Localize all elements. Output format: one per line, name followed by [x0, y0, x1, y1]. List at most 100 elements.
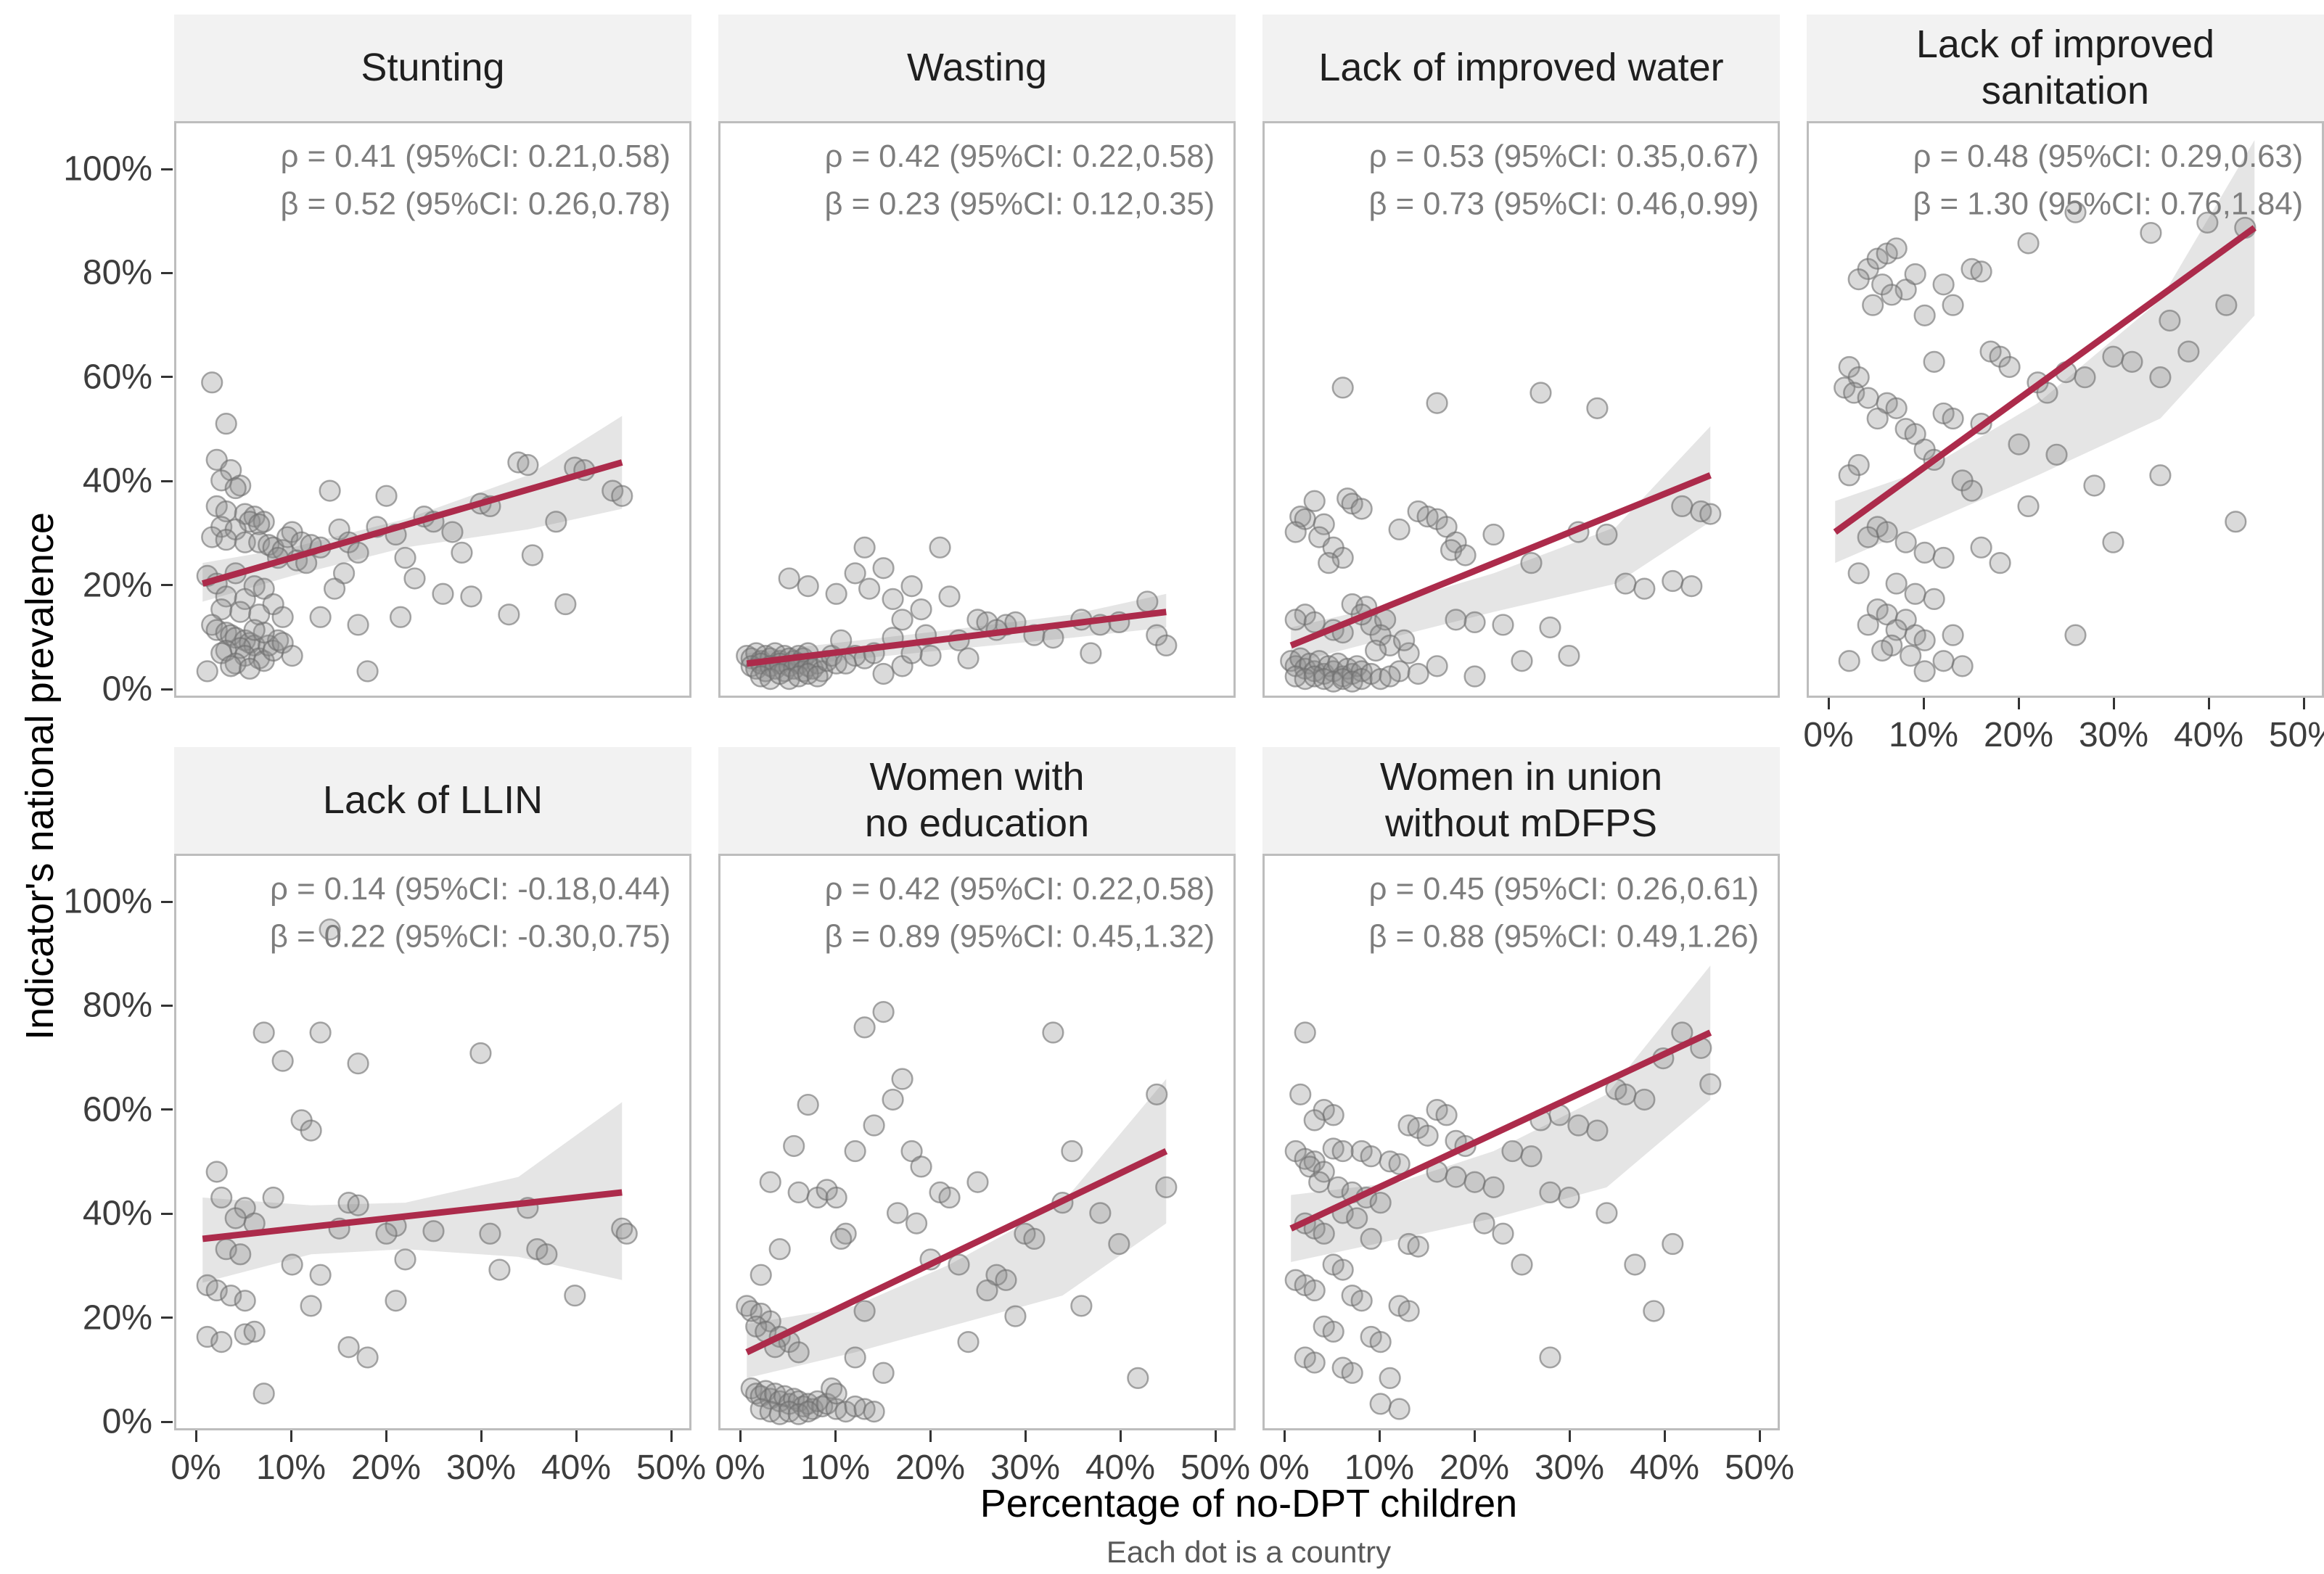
x-tick-label: 40%	[541, 1449, 612, 1487]
data-point	[196, 1325, 218, 1348]
data-point	[787, 1341, 810, 1364]
data-point	[872, 1361, 895, 1384]
x-tick-mark	[1214, 1430, 1217, 1442]
rho-annotation: ρ = 0.45 (95%CI: 0.26,0.61)	[1369, 872, 1760, 907]
x-tick-mark	[1663, 1430, 1666, 1442]
data-point	[2008, 433, 2030, 456]
data-point	[1416, 1124, 1439, 1147]
data-point	[243, 1320, 266, 1343]
data-point	[1614, 572, 1637, 595]
y-tick-mark	[161, 688, 173, 691]
y-tick-mark	[161, 168, 173, 170]
x-tick-mark	[1119, 1430, 1122, 1442]
x-tick-mark	[2112, 698, 2115, 709]
data-point	[469, 1042, 492, 1065]
data-point	[300, 1295, 322, 1317]
x-tick-mark	[194, 1430, 197, 1442]
regression-line	[202, 459, 623, 587]
x-tick-label: 10%	[1888, 716, 1959, 754]
figure-caption: Each dot is a country	[1106, 1535, 1392, 1569]
data-point	[201, 371, 223, 394]
data-point	[2017, 495, 2040, 518]
x-tick-mark	[1283, 1430, 1286, 1442]
data-point	[825, 1383, 847, 1405]
data-point	[229, 601, 252, 623]
data-point	[2045, 443, 2068, 466]
data-point	[309, 1021, 332, 1044]
data-point	[2036, 382, 2058, 404]
data-point	[1970, 260, 1992, 283]
data-point	[1900, 644, 1922, 667]
data-point	[347, 1194, 369, 1216]
data-point	[215, 413, 237, 435]
x-tick-label: 50%	[636, 1449, 707, 1487]
data-point	[886, 1202, 909, 1224]
rho-annotation: ρ = 0.41 (95%CI: 0.21,0.58)	[281, 139, 671, 174]
data-point	[1426, 655, 1448, 677]
data-point	[1662, 569, 1684, 593]
y-tick-mark	[161, 1108, 173, 1111]
y-tick-label: 60%	[82, 1090, 152, 1129]
panel-strip-stunting: Stunting	[174, 15, 691, 121]
data-point	[948, 1253, 970, 1276]
data-point	[1331, 376, 1354, 399]
data-point	[1397, 642, 1420, 664]
data-point	[929, 536, 951, 559]
data-point	[825, 582, 847, 605]
x-axis-title: Percentage of no-DPT children	[980, 1482, 1518, 1525]
data-point	[215, 529, 237, 551]
data-point	[375, 1222, 398, 1245]
data-point	[271, 606, 294, 628]
data-point	[432, 582, 454, 605]
data-point	[844, 1140, 866, 1163]
x-tick-label: 50%	[1724, 1449, 1795, 1487]
data-point	[1388, 518, 1411, 541]
data-point	[1463, 611, 1486, 634]
data-point	[271, 1050, 294, 1072]
rho-annotation: ρ = 0.42 (95%CI: 0.22,0.58)	[825, 872, 1215, 907]
rho-annotation: ρ = 0.14 (95%CI: -0.18,0.44)	[270, 872, 670, 907]
data-point	[262, 1186, 284, 1209]
data-point	[1699, 503, 1722, 525]
data-point	[309, 1264, 332, 1286]
data-point	[1407, 1235, 1429, 1258]
data-point	[1303, 1351, 1326, 1374]
x-tick-mark	[1568, 1430, 1571, 1442]
data-point	[1857, 387, 1879, 409]
data-point	[1838, 464, 1860, 487]
regression-line	[1289, 1029, 1712, 1232]
data-point	[239, 657, 261, 680]
data-point	[995, 1269, 1017, 1291]
data-point	[1341, 1361, 1363, 1384]
data-point	[1379, 665, 1401, 688]
y-tick-mark	[161, 584, 173, 587]
data-point	[1520, 552, 1543, 574]
beta-annotation: β = 0.23 (95%CI: 0.12,0.35)	[824, 186, 1215, 221]
data-point	[1932, 650, 1955, 672]
data-point	[2196, 211, 2219, 234]
data-point	[2215, 294, 2238, 316]
data-point	[248, 513, 271, 535]
data-point	[2083, 474, 2106, 497]
data-point	[1289, 1083, 1312, 1105]
data-point	[196, 660, 218, 683]
data-point	[2225, 511, 2247, 533]
x-tick-label: 40%	[2173, 716, 2244, 754]
beta-annotation: β = 1.30 (95%CI: 0.76,1.84)	[1913, 186, 2303, 221]
data-point	[498, 603, 520, 626]
data-point	[1913, 541, 1936, 564]
data-point	[1146, 1083, 1168, 1105]
data-point	[1586, 1119, 1609, 1142]
data-point	[797, 1093, 819, 1116]
data-point	[1023, 1227, 1046, 1250]
data-point	[891, 1068, 913, 1090]
x-tick-label: 50%	[2268, 716, 2324, 754]
data-point	[1885, 237, 1908, 260]
data-point	[2140, 221, 2162, 244]
data-point	[905, 1212, 928, 1235]
data-point	[1360, 1145, 1382, 1168]
data-point	[220, 1285, 242, 1307]
regression-line	[745, 1148, 1168, 1356]
data-point	[830, 629, 853, 651]
